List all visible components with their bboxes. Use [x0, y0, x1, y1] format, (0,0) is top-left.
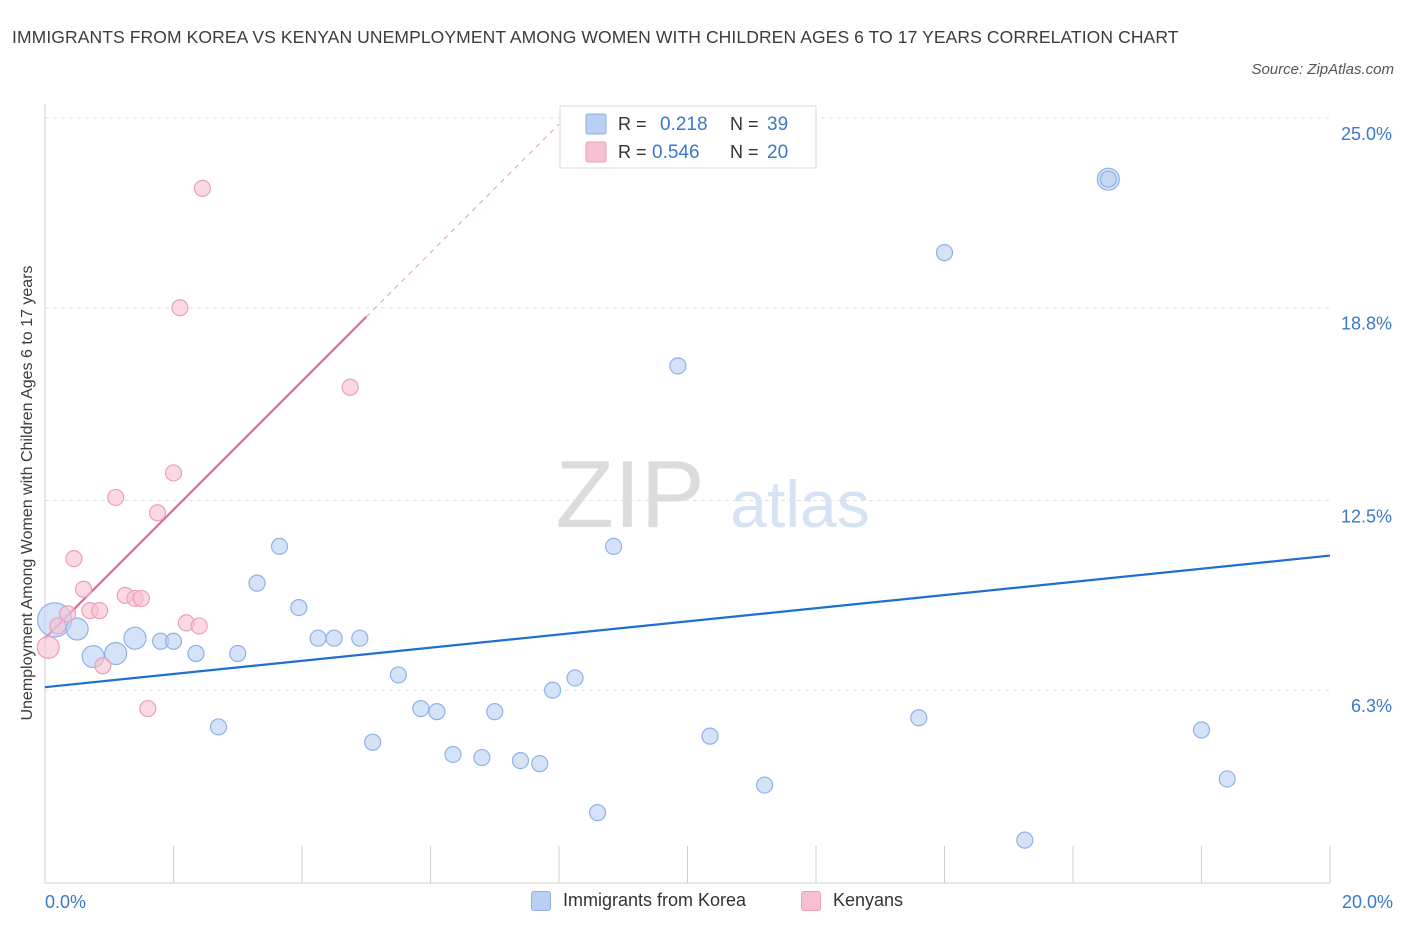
trend-line-kenya: [44, 316, 368, 639]
point-korea: [229, 644, 247, 663]
point-korea: [1099, 170, 1117, 188]
point-korea: [588, 804, 607, 822]
legend-n-label-korea: N =: [730, 114, 759, 134]
point-kenya: [190, 617, 208, 635]
point-korea: [351, 629, 369, 647]
legend-swatch-korea: [585, 113, 607, 135]
y-tick-label: 12.5%: [1341, 507, 1392, 527]
source-note: Source: ZipAtlas.com: [1251, 61, 1394, 78]
point-kenya: [36, 635, 60, 659]
legend-n-value-korea: 39: [767, 114, 788, 135]
point-korea: [605, 537, 623, 556]
x-tick-label: 0.0%: [45, 892, 86, 912]
point-korea: [65, 617, 89, 641]
point-kenya: [132, 589, 150, 608]
legend-r-label-kenya: R =: [618, 142, 647, 162]
grid-layer: [45, 117, 1330, 691]
trend-line-korea: [44, 554, 1331, 689]
trend-layer: [44, 123, 1331, 689]
point-kenya: [148, 504, 167, 522]
point-kenya: [139, 699, 157, 718]
axis-layer: 6.3% 12.5% 18.8% 25.0% 0.0% 20.0%: [44, 104, 1393, 912]
watermark-atlas: atlas: [730, 467, 869, 541]
point-korea: [566, 669, 584, 687]
point-korea: [364, 733, 382, 751]
series-legend-label-kenya: Kenyans: [833, 890, 904, 910]
point-layer: [36, 167, 1236, 849]
point-korea: [412, 699, 430, 718]
series-legend-swatch-kenya: [801, 891, 821, 911]
point-korea: [123, 626, 147, 650]
point-korea: [755, 776, 774, 794]
point-kenya: [58, 605, 77, 623]
y-tick-label: 6.3%: [1351, 696, 1392, 716]
legend-r-value-korea: 0.218: [660, 114, 708, 135]
point-korea: [1192, 721, 1211, 739]
point-korea: [1016, 831, 1034, 849]
point-korea: [511, 751, 530, 770]
chart-title: IMMIGRANTS FROM KOREA VS KENYAN UNEMPLOY…: [12, 27, 1179, 47]
legend-r-label-korea: R =: [618, 114, 647, 134]
watermark-zip: ZIP: [555, 441, 704, 548]
point-korea: [325, 629, 343, 647]
point-korea: [701, 727, 719, 745]
point-korea: [531, 755, 549, 773]
series-legend-label-korea: Immigrants from Korea: [563, 890, 747, 910]
point-korea: [935, 244, 954, 262]
point-korea: [290, 598, 308, 617]
watermark: ZIP atlas: [555, 441, 869, 548]
point-korea: [910, 709, 928, 727]
point-korea: [164, 632, 183, 650]
point-korea: [309, 629, 327, 647]
stats-legend: R = 0.218 N = 39 R = 0.546 N = 20: [559, 105, 817, 169]
series-legend: Immigrants from Korea Kenyans: [0, 888, 1406, 918]
point-kenya: [171, 299, 189, 317]
point-kenya: [49, 617, 67, 635]
trend-line-kenya-extension: [365, 123, 560, 318]
point-kenya: [94, 657, 112, 675]
point-korea: [543, 681, 562, 699]
point-kenya: [164, 464, 183, 482]
point-korea: [248, 574, 266, 592]
point-korea: [270, 537, 289, 556]
point-kenya: [65, 550, 83, 568]
x-tick-label: 20.0%: [1342, 892, 1393, 912]
y-tick-label: 18.8%: [1341, 314, 1392, 334]
y-tick-label: 25.0%: [1341, 124, 1392, 144]
point-korea: [1218, 770, 1236, 788]
legend-n-value-kenya: 20: [767, 142, 788, 163]
point-korea: [428, 703, 446, 721]
point-korea: [486, 703, 504, 721]
point-kenya: [341, 378, 359, 396]
point-kenya: [193, 179, 212, 197]
point-kenya: [74, 580, 93, 598]
point-korea: [389, 666, 407, 684]
point-korea: [187, 644, 205, 663]
legend-n-label-kenya: N =: [730, 142, 759, 162]
point-korea: [444, 745, 462, 764]
legend-swatch-kenya: [585, 141, 607, 163]
point-korea: [209, 718, 228, 736]
point-korea: [104, 641, 128, 666]
point-kenya: [91, 602, 109, 620]
point-korea: [669, 357, 687, 375]
point-kenya: [107, 488, 125, 507]
legend-r-value-kenya: 0.546: [652, 142, 700, 163]
series-legend-swatch-korea: [531, 891, 551, 911]
point-korea: [473, 748, 491, 767]
